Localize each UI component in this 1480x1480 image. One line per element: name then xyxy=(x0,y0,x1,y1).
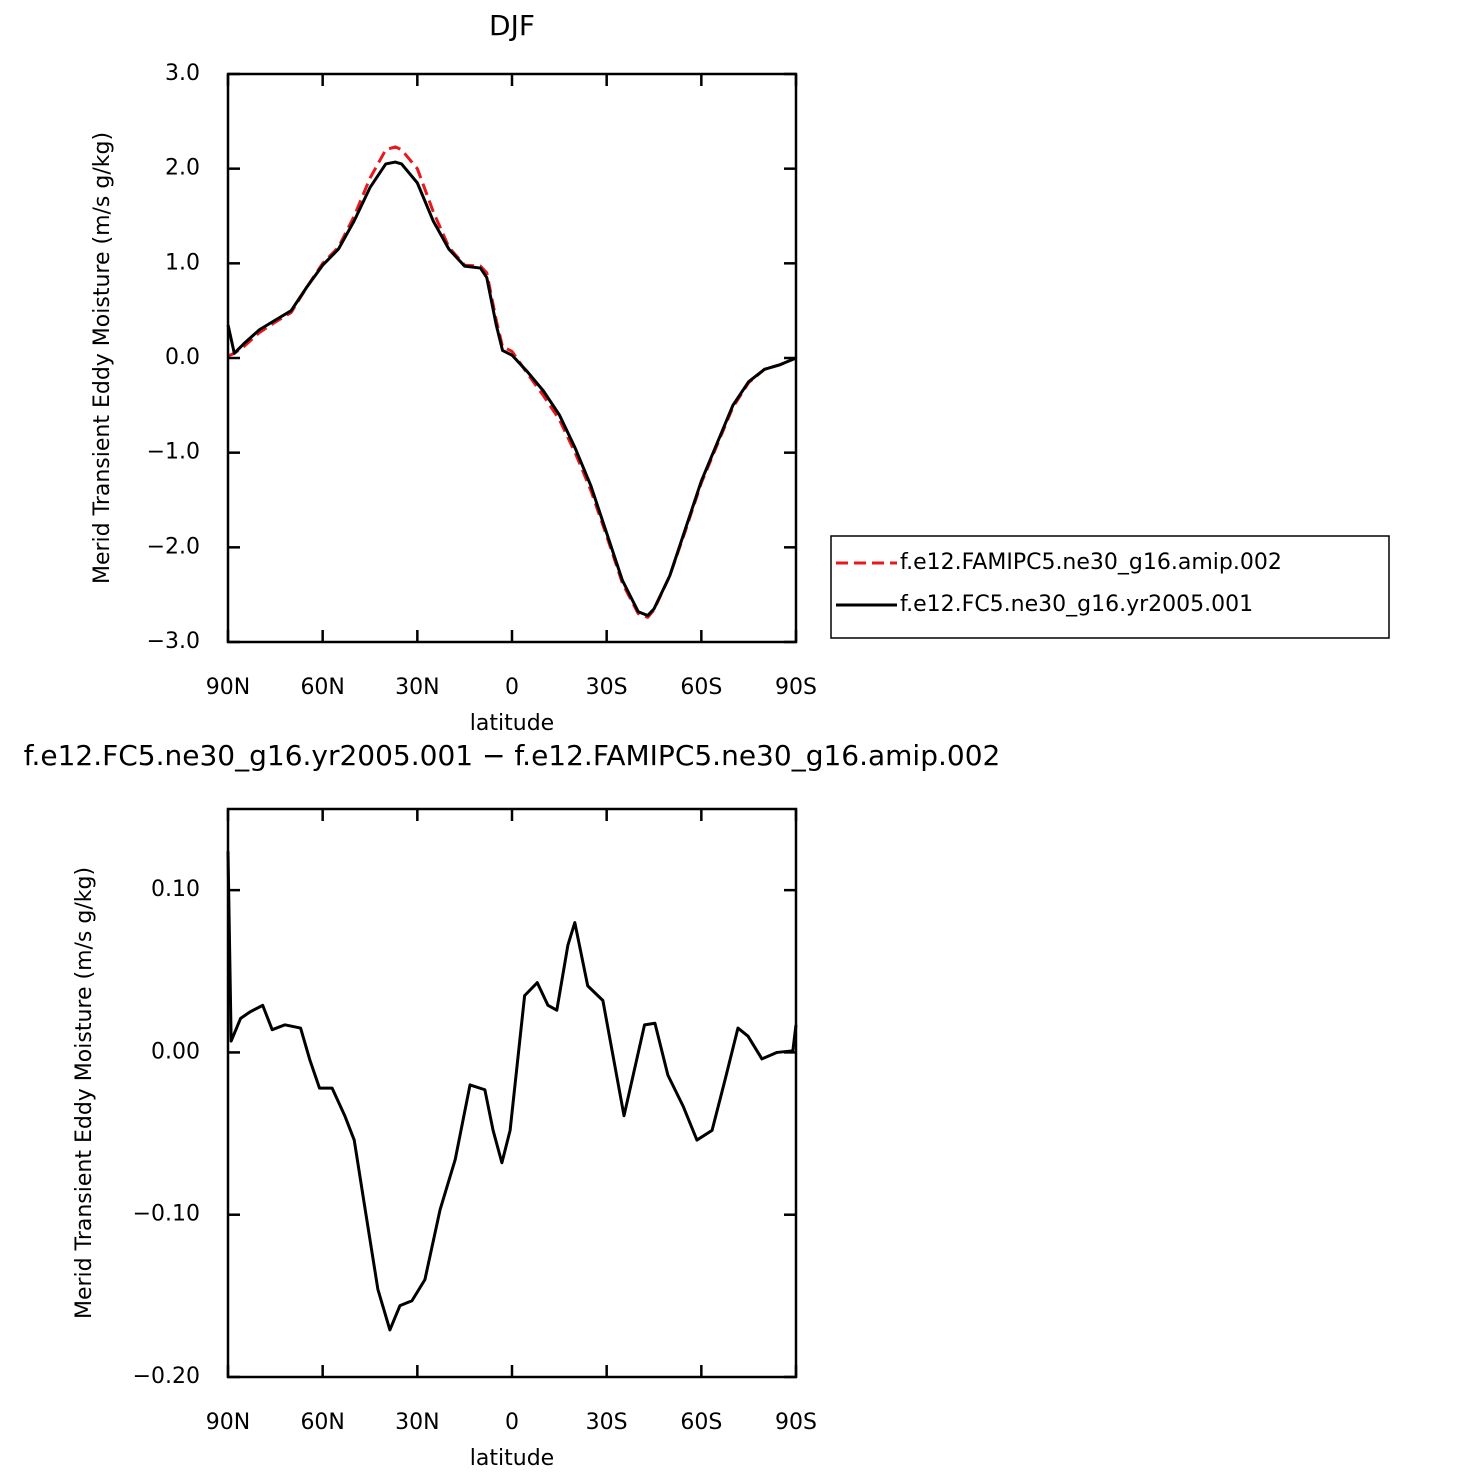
x-tick-label: 30S xyxy=(586,1410,628,1435)
chart-title: f.e12.FC5.ne30_g16.yr2005.001 − f.e12.FA… xyxy=(24,739,1001,772)
x-tick-label: 30N xyxy=(395,1410,439,1435)
data-line xyxy=(226,851,798,1332)
y-tick-label: −2.0 xyxy=(147,534,200,559)
y-tick-label: 0.10 xyxy=(151,877,200,902)
y-axis-label: Merid Transient Eddy Moisture (m/s g/kg) xyxy=(72,867,97,1319)
x-axis-label: latitude xyxy=(470,711,554,736)
x-tick-label: 60S xyxy=(680,1410,722,1435)
x-tick-label: 90S xyxy=(775,675,817,700)
chart-title: DJF xyxy=(489,9,535,42)
plot-frame xyxy=(226,72,798,644)
plot-frame xyxy=(226,807,798,1379)
y-tick-label: 3.0 xyxy=(165,61,200,86)
legend-label: f.e12.FC5.ne30_g16.yr2005.001 xyxy=(900,592,1253,617)
y-tick-label: −0.10 xyxy=(133,1202,200,1227)
x-tick-label: 30N xyxy=(395,675,439,700)
x-tick-label: 30S xyxy=(586,675,628,700)
y-tick-label: −3.0 xyxy=(147,629,200,654)
data-line xyxy=(226,160,797,617)
y-tick-label: −0.20 xyxy=(133,1364,200,1389)
y-tick-label: 2.0 xyxy=(165,156,200,181)
y-tick-label: 0.0 xyxy=(165,345,200,370)
y-axis-label: Merid Transient Eddy Moisture (m/s g/kg) xyxy=(90,132,115,584)
x-tick-label: 90N xyxy=(206,1410,250,1435)
y-tick-label: −1.0 xyxy=(147,440,200,465)
x-tick-label: 90N xyxy=(206,675,250,700)
x-tick-label: 60S xyxy=(680,675,722,700)
data-line xyxy=(227,145,797,619)
x-tick-label: 60N xyxy=(300,675,344,700)
legend-label: f.e12.FAMIPC5.ne30_g16.amip.002 xyxy=(900,550,1282,575)
x-tick-label: 0 xyxy=(505,1410,519,1435)
x-axis-label: latitude xyxy=(470,1446,554,1471)
legend-box xyxy=(830,535,1390,639)
x-tick-label: 0 xyxy=(505,675,519,700)
x-tick-label: 90S xyxy=(775,1410,817,1435)
y-tick-label: 0.00 xyxy=(151,1039,200,1064)
x-tick-label: 60N xyxy=(300,1410,344,1435)
y-tick-label: 1.0 xyxy=(165,250,200,275)
